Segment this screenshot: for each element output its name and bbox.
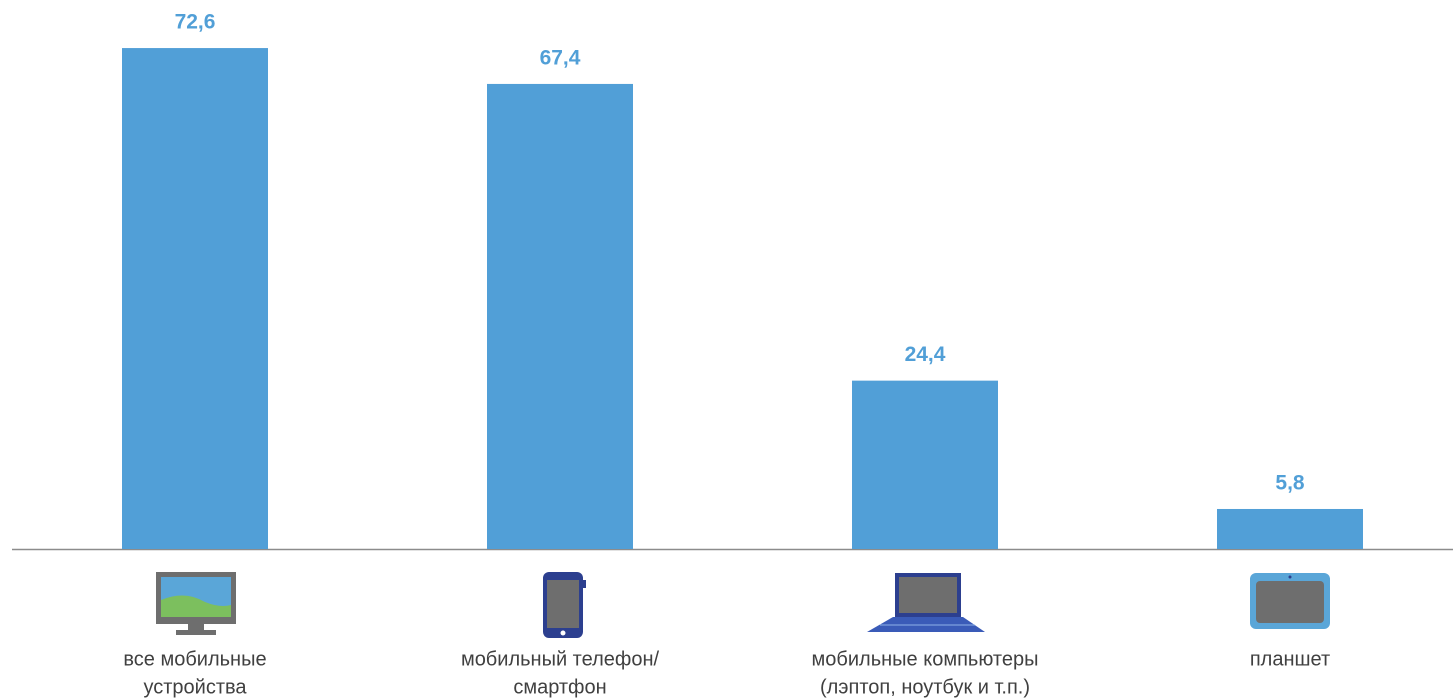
x-tick-label: устройства — [143, 676, 247, 698]
bar — [122, 48, 268, 550]
value-label: 5,8 — [1275, 472, 1305, 495]
x-tick-label: смартфон — [513, 676, 606, 698]
icon-phone — [543, 572, 586, 638]
x-tick-label: мобильный телефон/ — [461, 648, 660, 670]
x-tick-label: мобильные компьютеры — [812, 648, 1039, 670]
x-tick-label: (лэптоп, ноутбук и т.п.) — [820, 676, 1030, 698]
x-tick-label: планшет — [1250, 648, 1330, 670]
value-label: 67,4 — [540, 46, 581, 69]
value-label: 72,6 — [175, 11, 216, 34]
bar — [1217, 508, 1363, 549]
icon-tablet — [1250, 573, 1330, 629]
bar — [487, 83, 633, 549]
icon-laptop — [867, 573, 985, 632]
bar — [852, 380, 998, 549]
value-label: 24,4 — [905, 343, 946, 366]
x-tick-label: все мобильные — [123, 648, 266, 670]
icon-monitor — [156, 572, 236, 635]
